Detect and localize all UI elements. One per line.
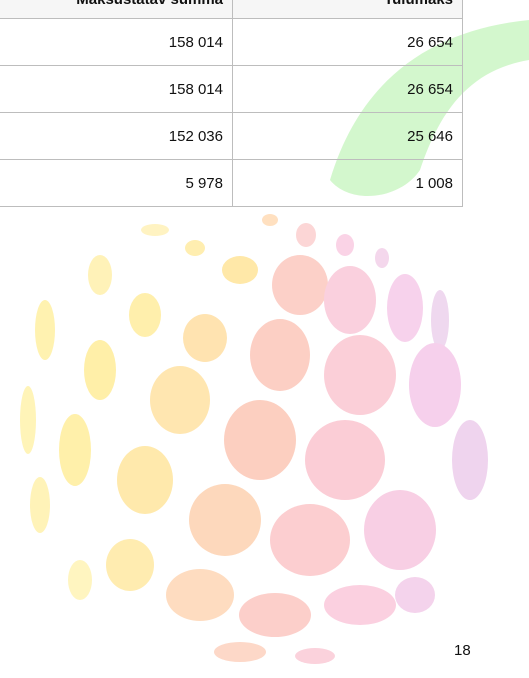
table-cell: 158 014: [0, 66, 233, 113]
table-cell: 158 014: [0, 19, 233, 66]
table-cell: 5 978: [0, 160, 233, 207]
header-cell: Tulumaks: [233, 0, 463, 19]
dot-sphere: [20, 214, 488, 664]
header-cell: Maksustatav summa: [0, 0, 233, 19]
table-cell: 1 008: [233, 160, 463, 207]
table-cell: 152 036: [0, 113, 233, 160]
page-number: 18: [454, 642, 471, 659]
table-cell: 26 654: [233, 19, 463, 66]
table-cell: 25 646: [233, 113, 463, 160]
header-row: Maksustatav summa Tulumaks: [0, 0, 463, 19]
page: {"table": {"header": ["Maksustatav summa…: [0, 0, 529, 678]
table-cell: 26 654: [233, 66, 463, 113]
